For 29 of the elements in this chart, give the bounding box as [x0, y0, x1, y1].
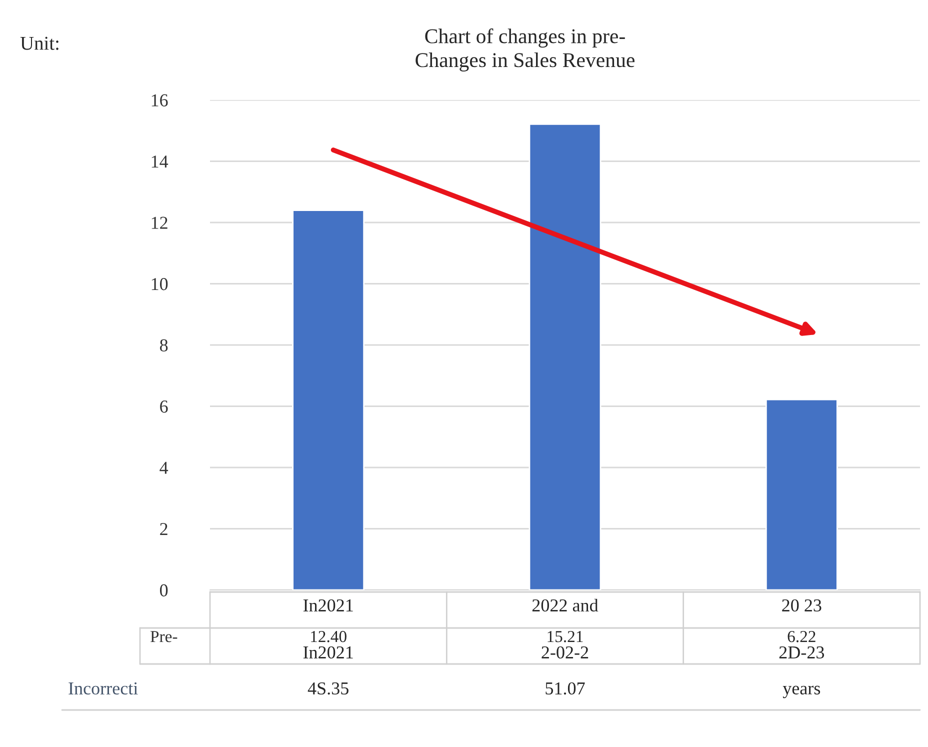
text: 4S.35 [308, 682, 348, 695]
text: Unit: [20, 36, 58, 50]
y-tick-label: 16 [152, 94, 168, 106]
x-tick-label: 2022 and [532, 598, 598, 612]
text: 2-02-2 [542, 646, 588, 659]
text: Incorrecti [68, 682, 138, 695]
bar [292, 210, 365, 590]
text: years [782, 686, 820, 698]
bar [765, 398, 838, 590]
y-tick-label: 12 [152, 216, 168, 229]
text: In2021 [303, 646, 353, 659]
y-tick-label: 4 [160, 462, 168, 474]
text: 51.07 [546, 682, 585, 695]
y-tick-label: 2 [160, 523, 168, 536]
y-tick-label: 10 [152, 278, 168, 290]
y-tick-label: 0 [160, 584, 168, 596]
x-tick-label: In2021 [303, 599, 353, 612]
data-label: 15.21 [548, 630, 583, 642]
text: Pre- [150, 631, 178, 642]
bar [528, 124, 602, 590]
text: 2D-23 [779, 646, 824, 659]
data-label: 6.22 [788, 630, 816, 642]
y-tick-label: 8 [160, 339, 168, 352]
data-label: 12.40 [311, 630, 346, 642]
y-tick-label: 14 [152, 156, 168, 168]
x-tick-label: 20 23 [782, 599, 822, 612]
chart-subtitle: Chart of changes in pre- [425, 28, 625, 48]
chart-title: Changes in Sales Revenue [416, 52, 634, 72]
y-tick-label: 6 [160, 400, 168, 413]
